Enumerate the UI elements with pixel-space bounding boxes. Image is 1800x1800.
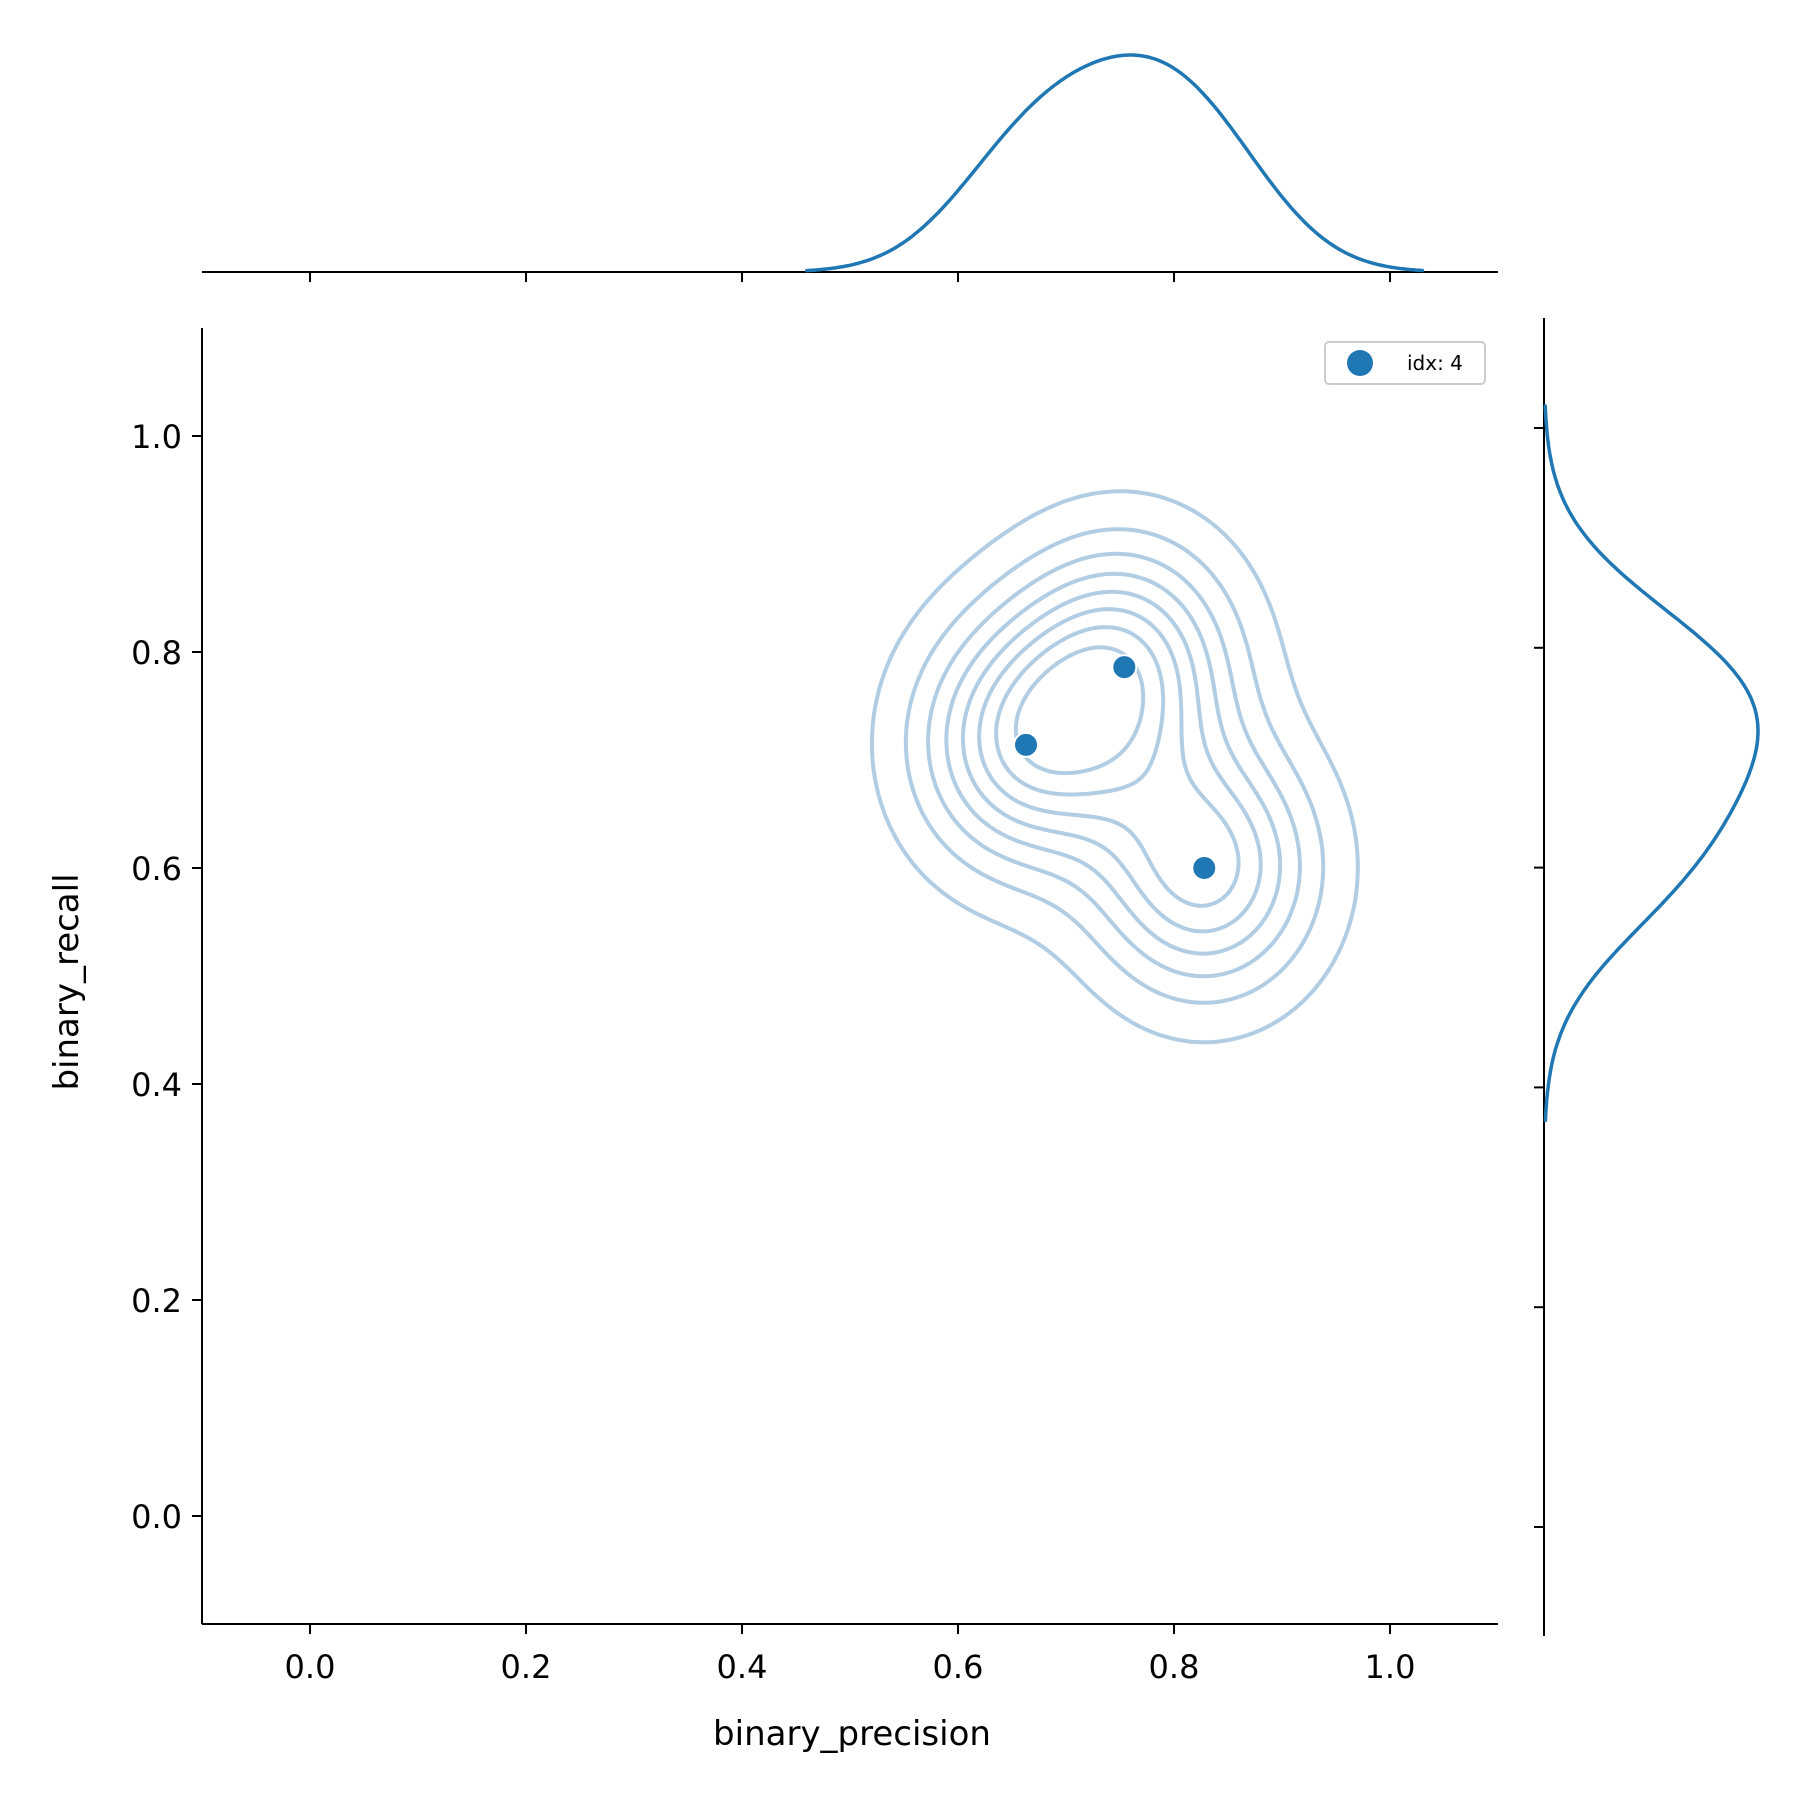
scatter-points: [1013, 654, 1218, 881]
y-tick-label: 0.6: [131, 850, 182, 888]
y-tick-label: 1.0: [131, 418, 182, 456]
kde-contour-line: [926, 551, 1302, 979]
right-marginal-kde: [1534, 318, 1760, 1636]
x-axis-label: binary_precision: [713, 1714, 991, 1754]
scatter-point: [1191, 855, 1218, 881]
legend-marker: [1347, 350, 1373, 376]
y-axis-label: binary_recall: [47, 873, 87, 1090]
kde-contour-line: [869, 489, 1360, 1045]
kde-contour-line: [960, 589, 1263, 934]
y-tick-label: 0.2: [131, 1282, 182, 1320]
kde-contours: [869, 489, 1360, 1045]
top-marginal-curve: [805, 53, 1425, 273]
scatter-point: [1013, 731, 1040, 758]
x-tick-label: 0.0: [285, 1648, 336, 1686]
x-tick-label: 0.2: [501, 1648, 552, 1686]
top-marginal-kde: [202, 53, 1498, 282]
x-tick-label: 0.8: [1149, 1648, 1200, 1686]
y-tick-label: 0.0: [131, 1498, 182, 1536]
x-tick-label: 0.6: [933, 1648, 984, 1686]
kde-contour-line: [994, 625, 1166, 797]
x-tick-label: 1.0: [1365, 1648, 1416, 1686]
y-tick-label: 0.4: [131, 1066, 182, 1104]
scatter-point: [1111, 654, 1138, 681]
kde-contour-line: [977, 607, 1241, 908]
right-marginal-curve: [1543, 404, 1760, 1123]
y-tick-label: 0.8: [131, 634, 182, 672]
x-tick-label: 0.4: [717, 1648, 768, 1686]
main-axes: 0.0 0.2 0.4 0.6 0.8 1.0 0.0 0.2 0.4 0.6 0.8 1.0: [131, 328, 1498, 1686]
legend-entry-label: idx: 4: [1407, 351, 1463, 375]
legend: idx: 4: [1324, 341, 1486, 385]
kde-contour-line: [944, 571, 1283, 956]
kde-contour-line: [903, 527, 1326, 1005]
